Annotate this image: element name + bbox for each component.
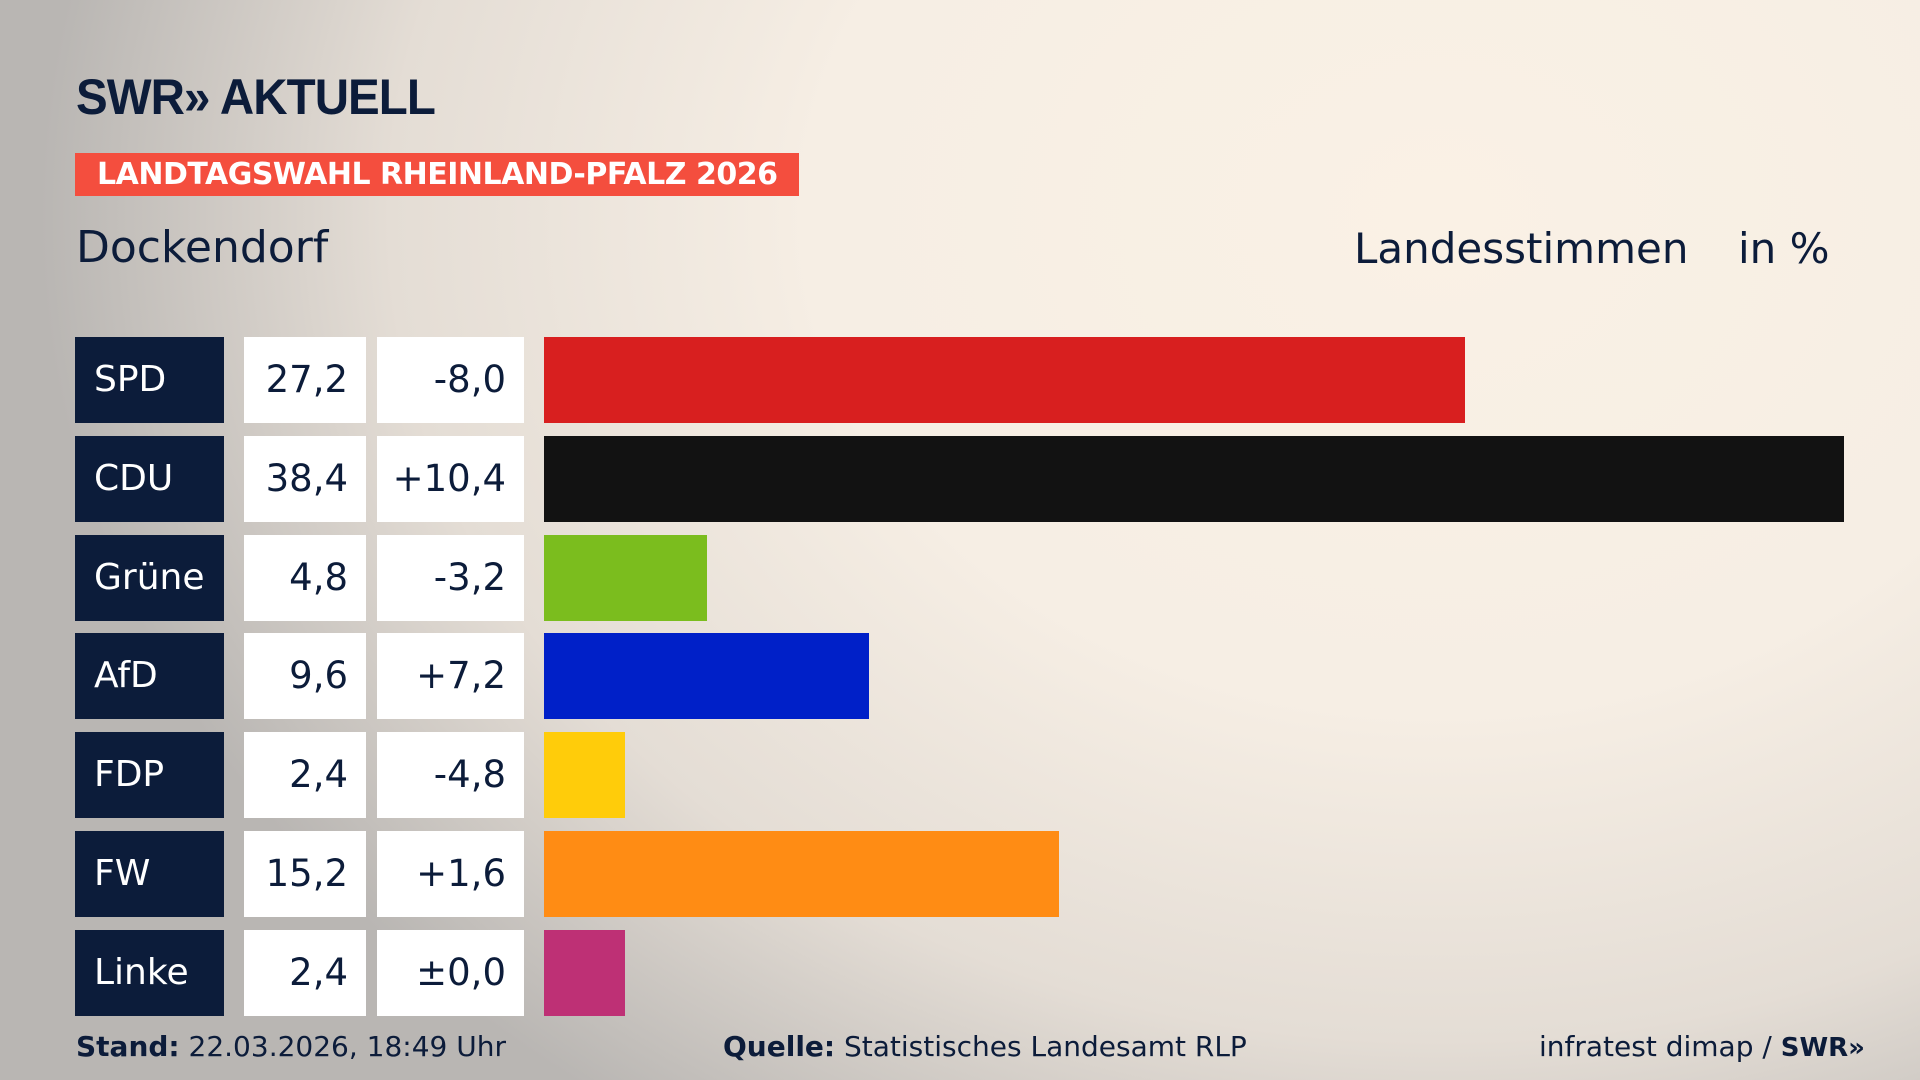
party-label: FDP: [75, 732, 224, 819]
place-title: Dockendorf: [76, 222, 329, 273]
value-label: 4,8: [244, 534, 366, 621]
diff-label: -8,0: [377, 337, 524, 423]
bar-linke: [544, 929, 626, 1016]
diff-label: +1,6: [377, 831, 524, 917]
stand-value: 22.03.2026, 18:49 Uhr: [188, 1030, 506, 1063]
credit-text: infratest dimap /: [1539, 1030, 1772, 1063]
diff-label: +7,2: [377, 633, 524, 720]
value-label: 9,6: [244, 633, 366, 720]
result-row: SPD 27,2 -8,0: [0, 337, 1920, 423]
party-label: SPD: [75, 337, 224, 423]
party-label: AfD: [75, 633, 224, 720]
party-label: CDU: [75, 435, 224, 522]
diff-label: +10,4: [377, 435, 524, 522]
bar-afd: [544, 633, 869, 720]
value-label: 2,4: [244, 929, 366, 1016]
source-label: Quelle:: [723, 1030, 836, 1063]
bar-fw: [544, 831, 1059, 917]
swr-aktuell-logo: SWR» AKTUELL: [76, 69, 436, 125]
unit-label: in %: [1738, 224, 1830, 273]
result-row: FDP 2,4 -4,8: [0, 732, 1920, 819]
party-label: FW: [75, 831, 224, 917]
value-label: 38,4: [244, 435, 366, 522]
result-row: AfD 9,6 +7,2: [0, 633, 1920, 720]
diff-label: ±0,0: [377, 929, 524, 1016]
source: Quelle: Statistisches Landesamt RLP: [723, 1030, 1247, 1063]
value-label: 27,2: [244, 337, 366, 423]
value-label: 15,2: [244, 831, 366, 917]
bar-cdu: [544, 435, 1844, 522]
swr-logo-small: SWR»: [1780, 1033, 1865, 1063]
party-label: Grüne: [75, 534, 224, 621]
party-label: Linke: [75, 929, 224, 1016]
result-row: CDU 38,4 +10,4: [0, 435, 1920, 522]
result-row: Linke 2,4 ±0,0: [0, 929, 1920, 1016]
bar-spd: [544, 337, 1465, 423]
diff-label: -4,8: [377, 732, 524, 819]
vote-type-label: Landesstimmen: [1354, 224, 1689, 273]
value-label: 2,4: [244, 732, 366, 819]
stand-label: Stand:: [76, 1030, 180, 1063]
diff-label: -3,2: [377, 534, 524, 621]
timestamp: Stand: 22.03.2026, 18:49 Uhr: [76, 1030, 506, 1063]
source-value: Statistisches Landesamt RLP: [844, 1030, 1247, 1063]
bar-fdp: [544, 732, 626, 819]
result-row: Grüne 4,8 -3,2: [0, 534, 1920, 621]
result-row: FW 15,2 +1,6: [0, 831, 1920, 917]
election-banner: LANDTAGSWAHL RHEINLAND-PFALZ 2026: [75, 153, 800, 196]
bar-grüne: [544, 534, 707, 621]
credit: infratest dimap / SWR»: [1539, 1030, 1865, 1063]
